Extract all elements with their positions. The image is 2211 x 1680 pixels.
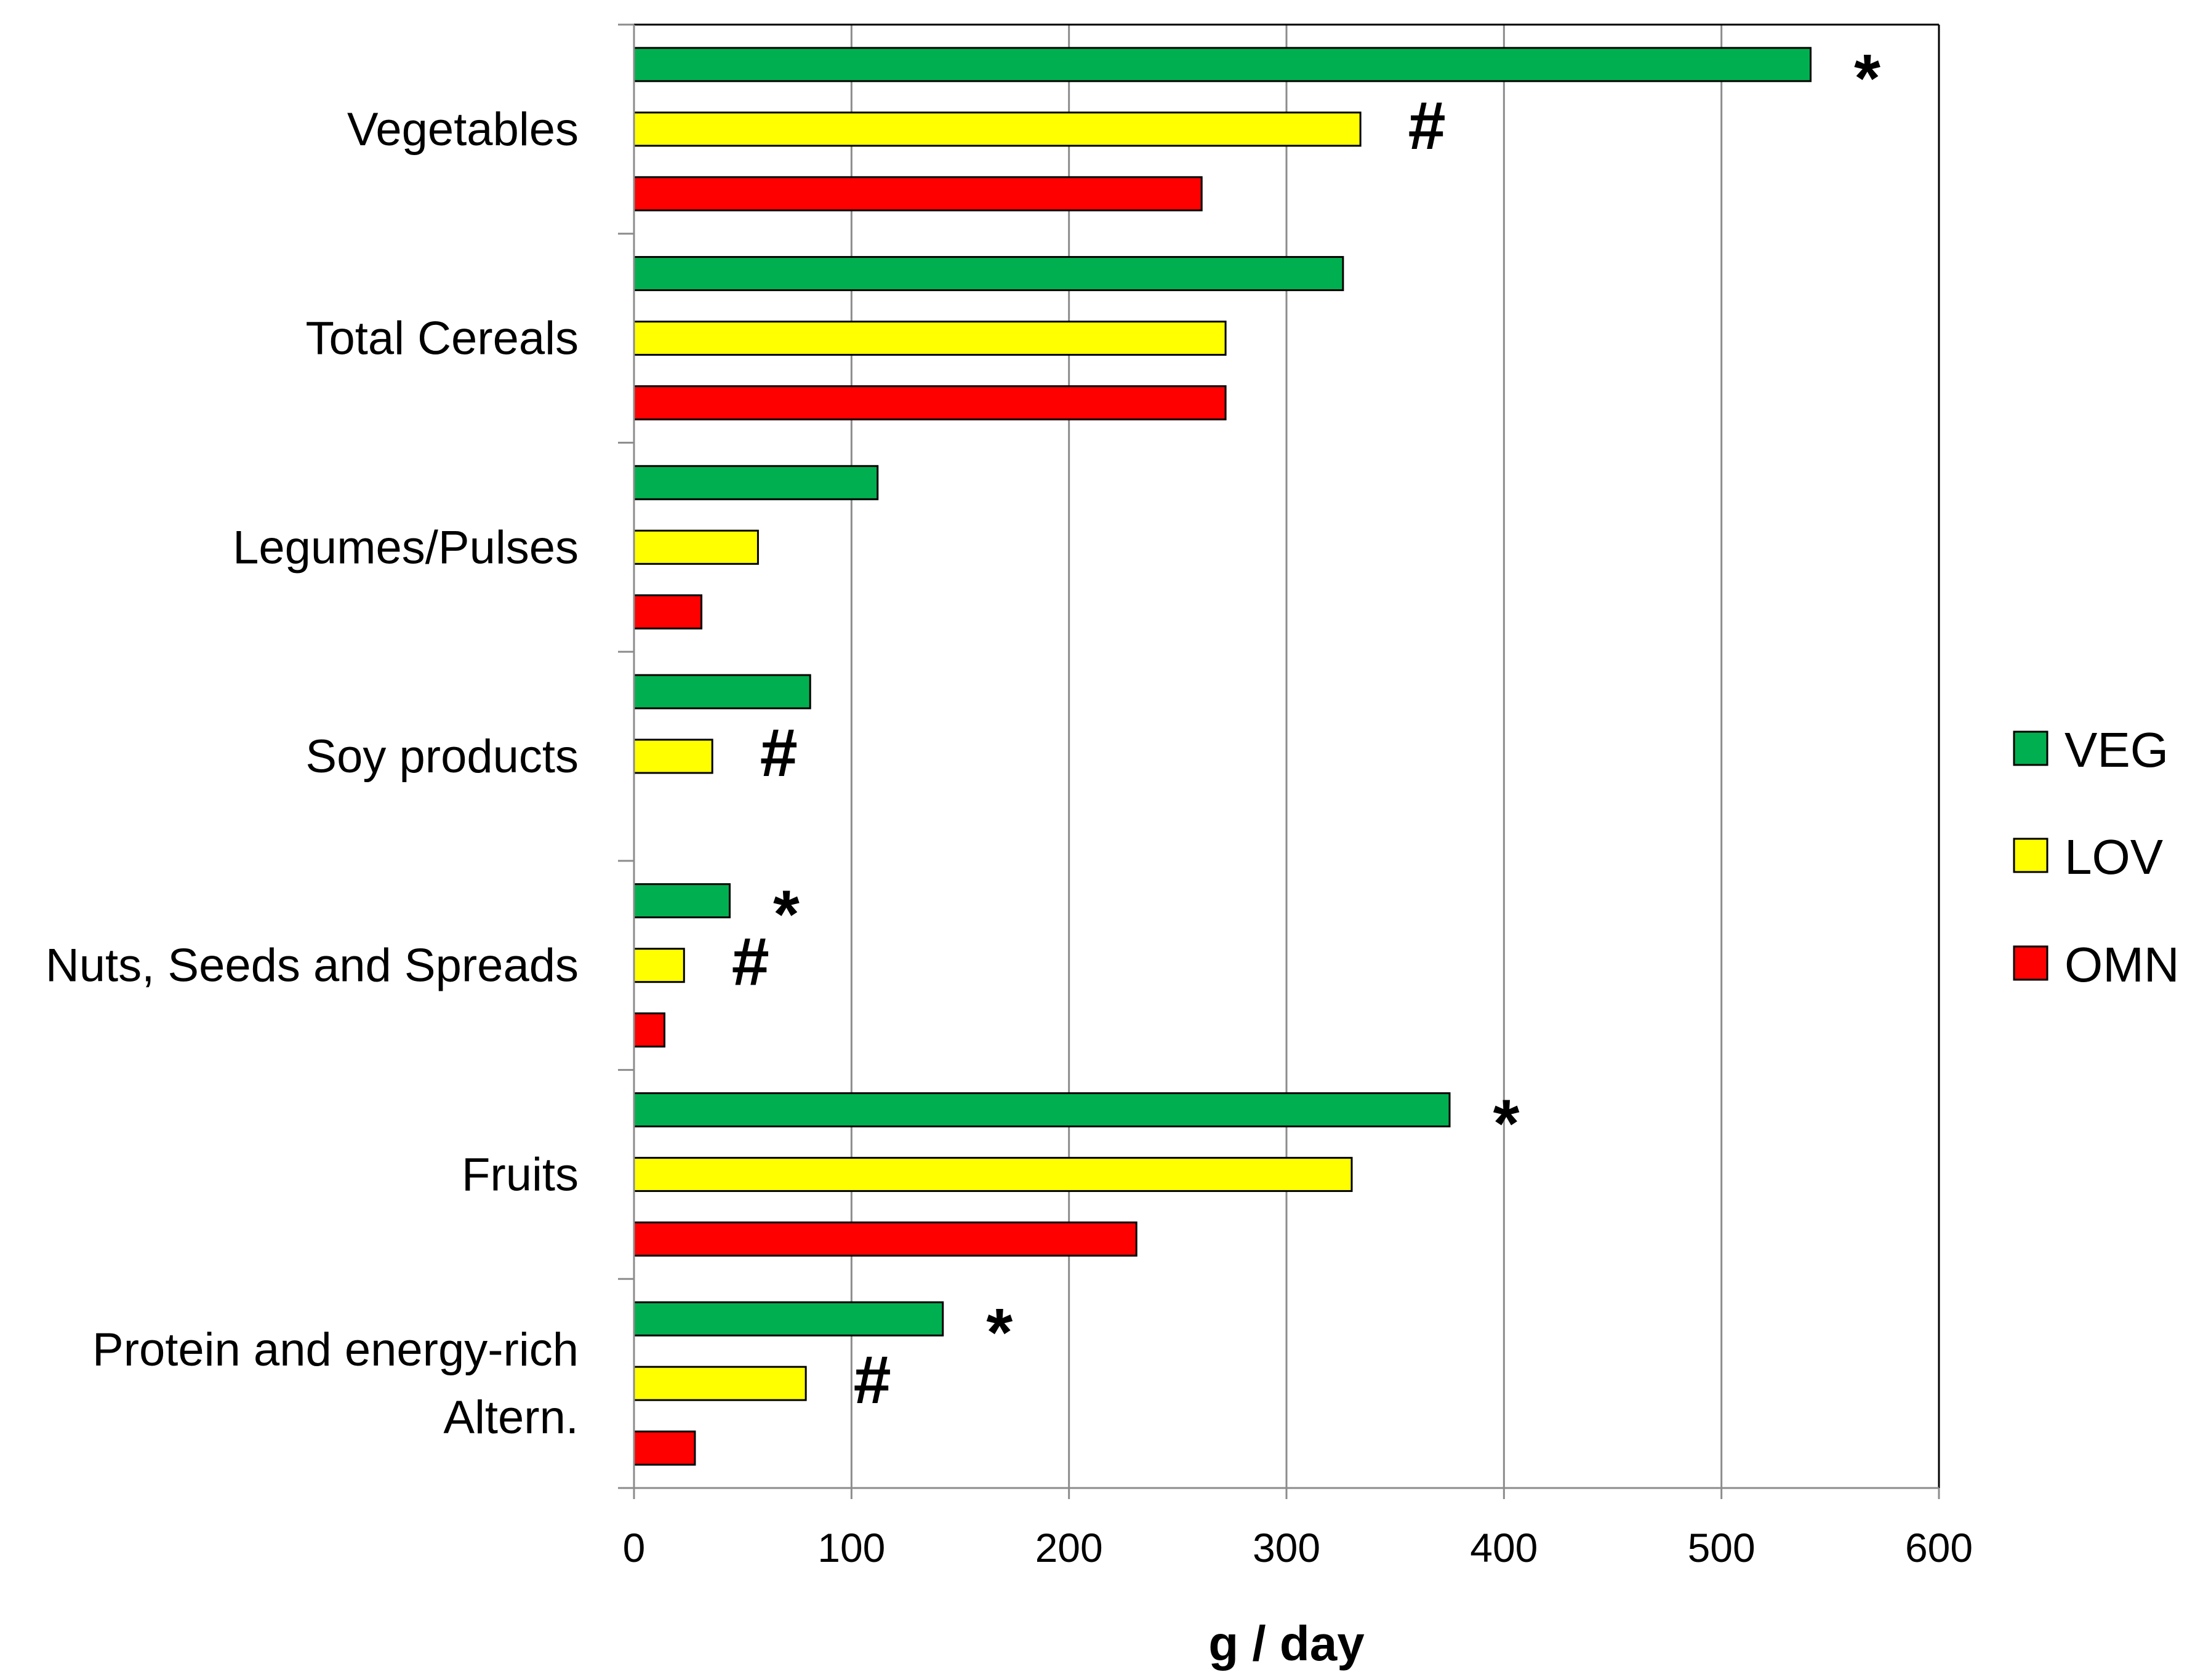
significance-star: * (986, 1295, 1013, 1370)
x-tick-label: 400 (1470, 1525, 1538, 1570)
bar-lov (633, 948, 685, 983)
bar-omn (633, 385, 1227, 421)
significance-star: * (1854, 41, 1880, 116)
x-tick-label: 100 (817, 1525, 885, 1570)
bars (633, 47, 1812, 1466)
annotations: *##*#**# (732, 41, 1880, 1418)
bar-omn (633, 1430, 696, 1466)
legend-label-veg: VEG (2065, 722, 2169, 777)
legend-label-lov: LOV (2065, 830, 2164, 884)
significance-hash: # (1408, 88, 1446, 164)
bar-lov (633, 111, 1362, 147)
significance-hash: # (732, 924, 769, 1000)
category-label: Vegetables (347, 103, 579, 156)
category-label: Legumes/Pulses (233, 521, 579, 574)
bar-lov (633, 1366, 807, 1401)
x-axis-title: g / day (1208, 1616, 1365, 1671)
axes (618, 23, 1940, 1499)
category-label: Nuts, Seeds and Spreads (46, 940, 579, 992)
bar-veg (633, 1092, 1451, 1127)
bar-omn (633, 176, 1203, 212)
x-tick-label: 300 (1253, 1525, 1320, 1570)
labels: 0 100 200 300 400 500 600 Vegetables Total Cerea… (46, 103, 1973, 1671)
bar-veg (633, 256, 1344, 292)
category-label: Total Cereals (305, 313, 579, 365)
significance-star: * (1493, 1086, 1520, 1161)
bar-lov (633, 738, 713, 774)
gridlines (850, 25, 1723, 1488)
significance-hash: # (760, 715, 798, 791)
bar-omn (633, 1012, 665, 1048)
bar-veg (633, 883, 731, 919)
bar-veg (633, 465, 879, 500)
category-label: Soy products (305, 730, 579, 783)
bar-lov (633, 529, 759, 565)
significance-hash: # (854, 1342, 891, 1418)
x-tick-label: 0 (623, 1525, 646, 1570)
legend-swatch-veg (2013, 730, 2048, 766)
bar-lov (633, 321, 1227, 356)
category-label: Fruits (462, 1148, 579, 1201)
legend-swatch-lov (2013, 838, 2048, 873)
x-tick-label: 200 (1035, 1525, 1103, 1570)
legend-label-omn: OMN (2065, 937, 2180, 992)
category-label: Protein and energy-rich (92, 1324, 579, 1376)
significance-star: * (773, 877, 800, 953)
bar-veg (633, 674, 811, 710)
bar-veg (633, 1301, 944, 1337)
x-tick-label: 600 (1905, 1525, 1973, 1570)
bar-omn (633, 594, 703, 630)
x-tick-label: 500 (1688, 1525, 1756, 1570)
bar-omn (633, 1221, 1138, 1257)
legend-swatch-omn (2013, 945, 2048, 981)
bar-lov (633, 1156, 1353, 1192)
category-label: Altern. (443, 1391, 579, 1444)
bar-veg (633, 47, 1812, 82)
legend: VEG LOV OMN (2013, 722, 2180, 992)
